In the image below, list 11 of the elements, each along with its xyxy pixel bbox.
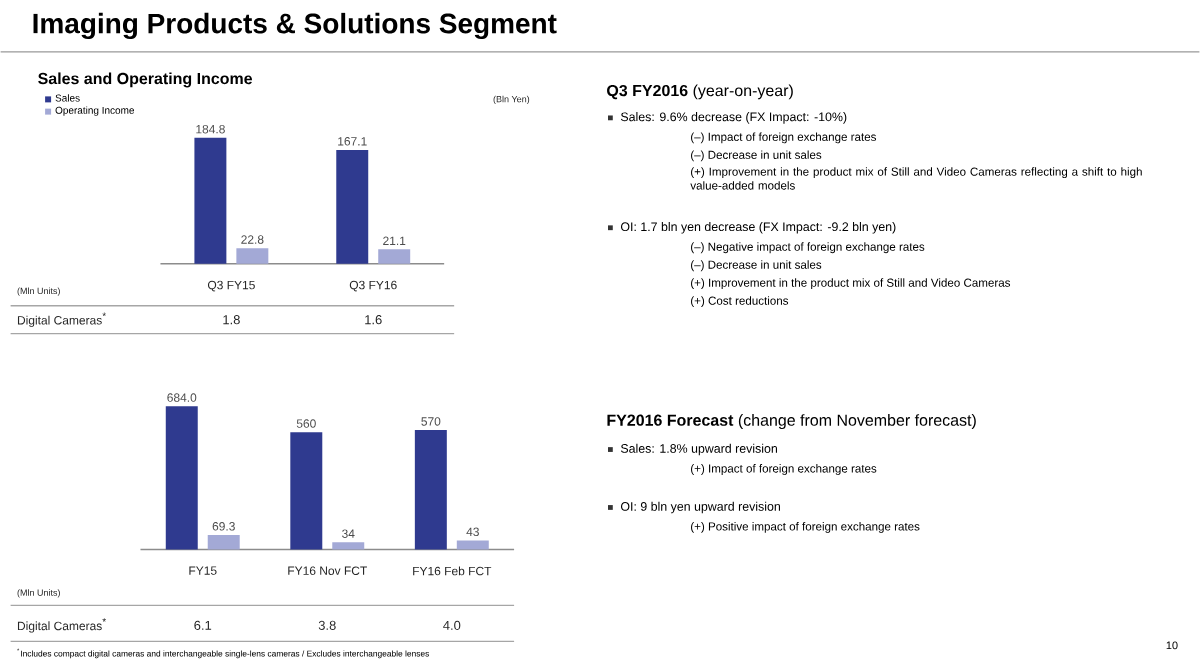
bar bbox=[290, 432, 323, 550]
bar bbox=[236, 248, 269, 265]
bar bbox=[207, 535, 240, 550]
bar bbox=[332, 542, 365, 550]
bar bbox=[336, 150, 369, 265]
bar bbox=[378, 249, 411, 265]
bar bbox=[414, 430, 447, 550]
text: Imaging Products & Solutions Segment bbox=[33, 13, 557, 40]
bar bbox=[456, 540, 489, 550]
bar bbox=[194, 138, 227, 265]
bar bbox=[165, 406, 198, 550]
